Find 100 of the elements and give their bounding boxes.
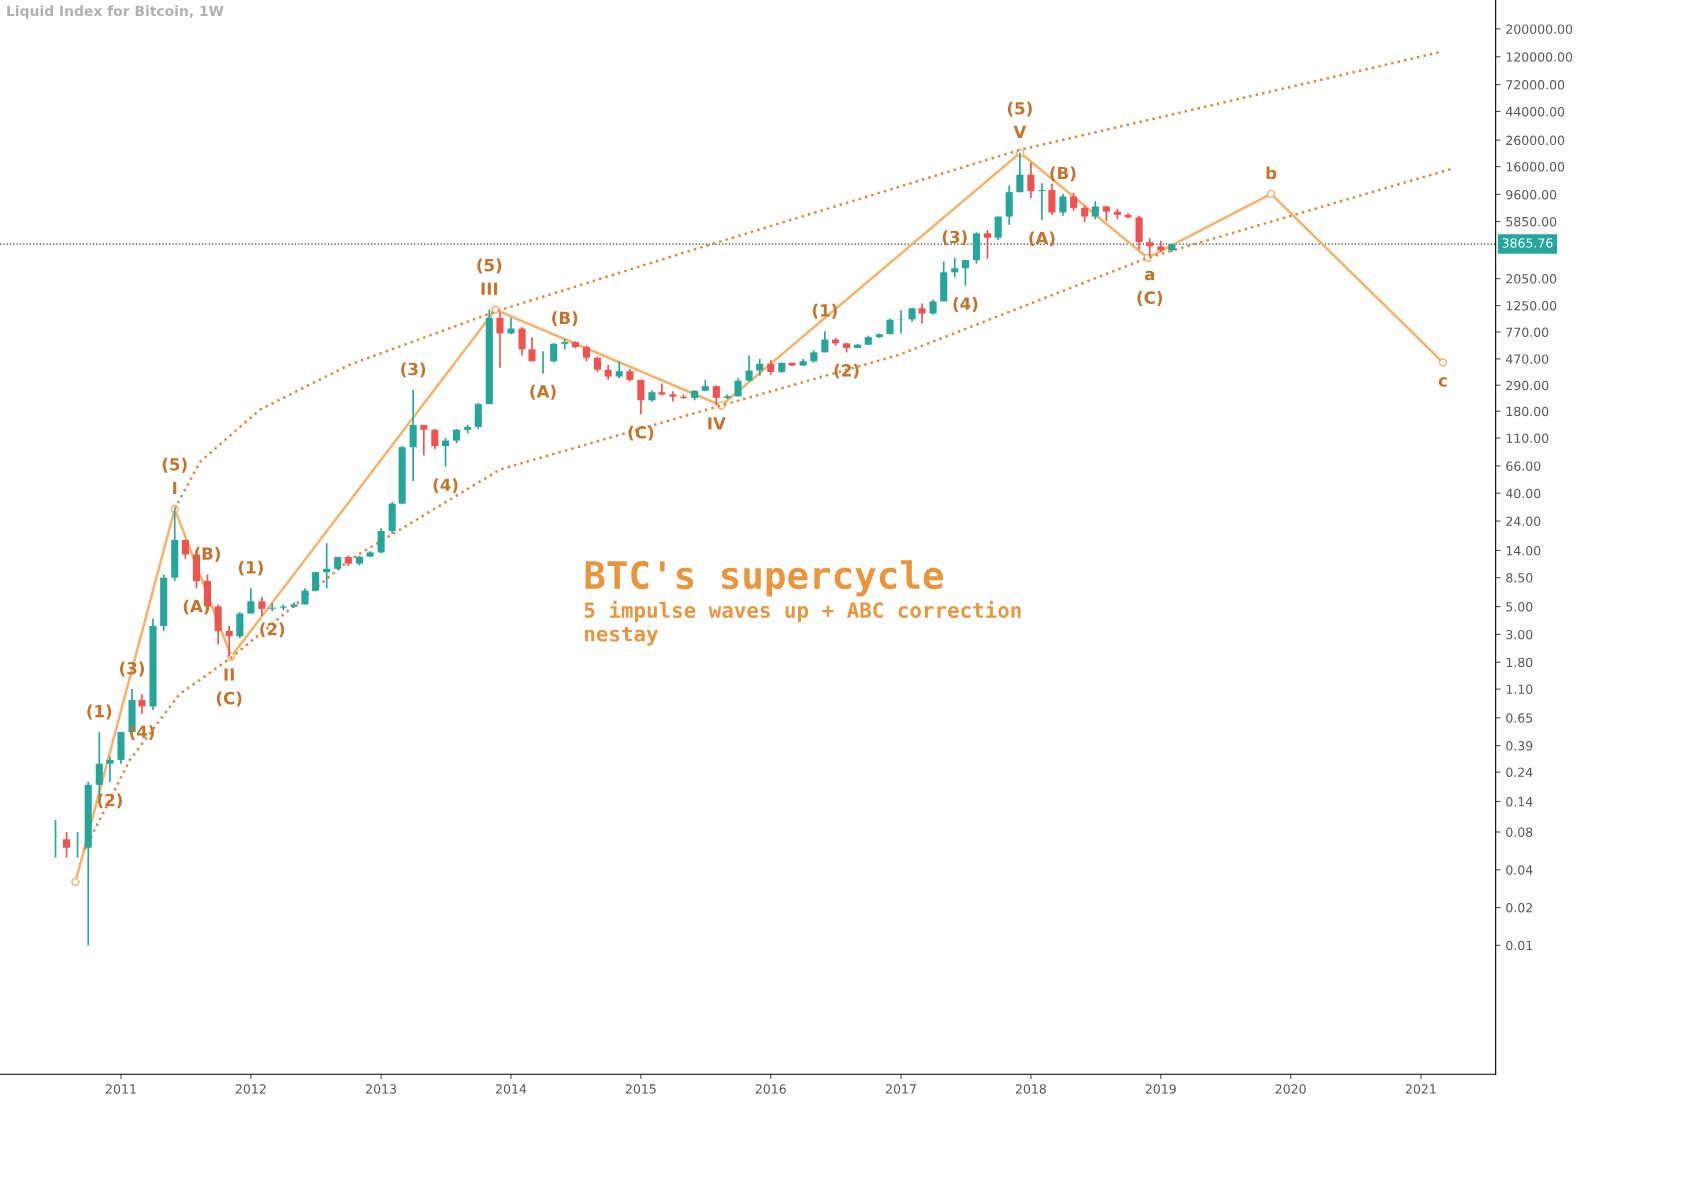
candlestick [1027,161,1035,199]
annotation: V [1013,125,1027,138]
y-tick-label: 8.50 [1506,573,1533,583]
annotation: a [1144,270,1155,281]
point [71,877,80,887]
annotation: (C) [1137,291,1163,306]
candlestick [441,437,450,468]
candlestick [431,428,439,450]
annotation: I [173,481,177,495]
annotation: (4) [953,297,978,312]
annotation: (A) [1029,231,1055,247]
annotation: IV [708,417,726,430]
y-tick-label: 44000.00 [1505,106,1565,117]
y-tick-label: 0.04 [1506,865,1533,875]
annotation: III [481,282,498,295]
x-tick-label: 2013 [366,1084,397,1094]
y-tick-label: 0.01 [1506,940,1533,951]
candlestick [258,595,266,617]
y-tick-label: 180.00 [1506,406,1549,417]
annotation: 5 impulse waves up + ABC correction [584,600,1021,623]
candlestick [409,389,417,482]
x-tick-label: 2015 [625,1084,656,1094]
y-tick-label: 0.65 [1506,713,1533,723]
y-tick-label: 1.80 [1506,657,1533,668]
candlestick [1016,151,1024,194]
y-tick-label: 110.00 [1506,433,1549,443]
y-tick-label: 0.02 [1506,903,1532,913]
annotation: (B) [1050,166,1076,182]
annotation: II [224,668,234,681]
annotation: (C) [216,691,242,707]
candlestick [496,311,504,369]
y-tick-label: 290.00 [1506,380,1549,391]
x-tick-label: 2021 [1405,1084,1436,1094]
annotation: (5) [477,258,502,274]
y-tick-label: 200000.00 [1506,24,1573,34]
annotation: (2) [97,793,122,809]
y-tick-label: 1.10 [1506,684,1533,695]
x-tick-label: 2019 [1145,1084,1176,1094]
candlestick [1146,237,1154,257]
y-tick-label: 2050.00 [1506,274,1557,284]
candlestick [518,326,526,357]
y-tick-label: 0.08 [1506,827,1533,837]
candlestick [1059,193,1067,217]
candlestick [637,379,645,416]
annotation: (A) [530,384,556,400]
annotation: (1) [87,704,112,720]
point [1266,189,1276,199]
y-tick-label: 0.14 [1506,796,1533,807]
annotation: (C) [628,425,654,441]
annotation: (5) [162,457,187,473]
candlestick [669,390,677,403]
y-tick-label: 16000.00 [1506,162,1565,172]
y-tick-label: 1250.00 [1506,301,1557,311]
y-tick-label: 770.00 [1506,327,1549,337]
candlestick [918,302,926,325]
candlestick [712,384,720,407]
x-tick-label: 2012 [235,1084,266,1094]
y-tick-label: 24.00 [1506,516,1541,526]
x-tick-label: 2014 [496,1084,527,1094]
ref-line-label: 3865.76 [1502,238,1553,248]
candlestick [247,587,255,615]
y-tick-label: 0.24 [1506,767,1533,778]
y-tick-label: 9600.00 [1506,189,1557,200]
annotation: b [1266,166,1277,180]
candlestick [528,336,536,363]
candlestick [745,354,753,383]
x-tick-label: 2016 [755,1084,786,1094]
annotation: (4) [130,725,154,740]
candlestick [377,527,385,555]
y-tick-label: 26000.00 [1506,135,1565,146]
annotation: (4) [433,478,458,493]
y-tick-label: 40.00 [1505,488,1541,499]
chart-title: Liquid Index for Bitcoin, 1W [7,5,224,19]
candlestick [62,831,71,859]
y-tick-label: 5.00 [1506,602,1533,612]
annotation: (3) [942,230,967,246]
x-tick-label: 2011 [106,1084,136,1094]
candlestick [983,229,992,260]
candlestick [734,377,742,398]
candlestick [961,258,969,287]
y-tick-label: 5850.00 [1506,216,1557,227]
annotation: nestay [585,626,658,646]
x-tick-label: 2017 [886,1084,916,1094]
candlestick [420,424,428,457]
annotation: (1) [238,560,263,576]
y-tick-label: 120000.00 [1506,52,1573,62]
annotation: (2) [834,363,859,379]
candlestick [138,693,146,715]
candlestick [236,611,244,640]
y-tick-label: 14.00 [1506,545,1541,556]
y-tick-label: 0.39 [1506,741,1533,751]
candlestick [225,625,233,658]
candlestick [1048,182,1056,216]
point [1438,358,1448,367]
x-tick-label: 2020 [1275,1084,1306,1094]
candlestick [1070,191,1078,212]
annotation: (2) [260,622,285,638]
x-tick-label: 2018 [1015,1084,1046,1094]
candlestick [550,342,558,364]
annotation: BTC's supercycle [585,560,943,597]
